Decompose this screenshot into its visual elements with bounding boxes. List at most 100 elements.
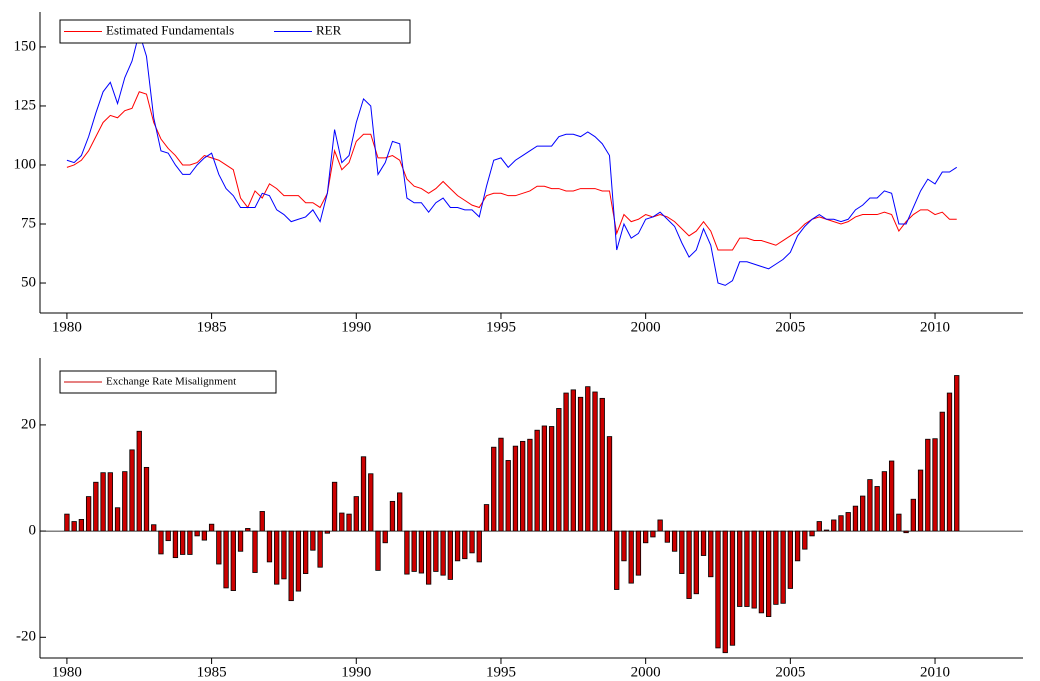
bar [107,472,113,532]
bar [585,386,591,532]
bar [339,512,345,532]
bar [143,466,150,532]
bar [93,481,99,532]
x-tick-label: 1995 [486,319,516,335]
bar [172,530,179,559]
bar [737,530,743,607]
bar [78,519,85,532]
bar [440,530,446,576]
bar [85,496,92,532]
bar [151,524,157,532]
bar [599,397,605,532]
bar [867,479,873,532]
bar [816,521,822,532]
bar [389,500,396,532]
bar [476,530,482,563]
bar [425,530,432,585]
bar [722,530,728,654]
bar [469,530,475,554]
legend-box [59,370,277,394]
y-tick-label: 75 [21,215,36,231]
bar [375,530,381,571]
bar [136,430,142,532]
bar [845,512,851,532]
bar [259,511,265,532]
x-tick-label: 1985 [197,664,227,680]
bar [606,436,613,532]
bar [708,530,714,578]
bar [266,530,273,563]
bar [621,530,627,562]
bar [679,530,685,574]
x-tick-label: 1980 [52,664,82,680]
bar [295,530,302,592]
legend-label: RER [316,22,342,37]
line-series [66,30,958,286]
bar [201,530,208,541]
bar [165,530,171,542]
bar [744,530,750,607]
bar [556,408,562,532]
bar [917,469,924,532]
x-tick-label: 2005 [775,319,805,335]
bar [874,486,880,532]
bar [64,513,70,532]
x-tick-label: 2010 [920,664,950,680]
bar [925,438,931,532]
x-tick-label: 1990 [341,319,371,335]
bar [158,530,164,555]
bar [223,530,229,589]
bar [505,460,511,532]
legend-label: Estimated Fundamentals [106,22,234,37]
bar [411,530,417,572]
bar [787,530,793,589]
y-tick-label: 100 [14,156,37,172]
bar [397,492,403,532]
bar [281,530,287,580]
bar [100,472,106,532]
bar [520,440,526,532]
bar [122,471,128,532]
bar [881,471,888,532]
legend-box [59,19,411,44]
x-tick-label: 1990 [341,664,371,680]
bar [939,411,945,532]
bar [838,515,844,532]
x-tick-label: 2005 [775,664,805,680]
bar [404,530,410,575]
bar [187,530,193,555]
bar [903,530,909,534]
bar [310,530,316,551]
bar [592,391,598,532]
bar [245,528,251,532]
bar [852,505,859,532]
bar [527,438,533,532]
bar [288,530,294,602]
bar [614,530,620,590]
line-series [66,91,957,251]
bar [368,473,374,532]
bar [454,530,461,562]
bar [932,438,938,532]
bar [274,530,280,585]
y-tick-label: 50 [21,274,36,290]
bar [447,530,453,580]
bar [491,446,497,532]
bar [180,530,186,555]
x-tick-label: 2000 [631,319,661,335]
bar [860,495,866,532]
bar [650,530,656,538]
x-tick-label: 1985 [197,319,227,335]
bar [230,530,236,591]
bar [418,530,425,574]
bar [700,530,707,556]
bar [794,530,801,562]
y-tick-label: 125 [14,97,37,113]
bar [954,375,960,532]
bar [780,530,786,604]
bar [237,530,244,552]
bar [483,504,490,532]
x-tick-label: 2000 [631,664,661,680]
bar [303,530,309,574]
bar [71,521,77,532]
